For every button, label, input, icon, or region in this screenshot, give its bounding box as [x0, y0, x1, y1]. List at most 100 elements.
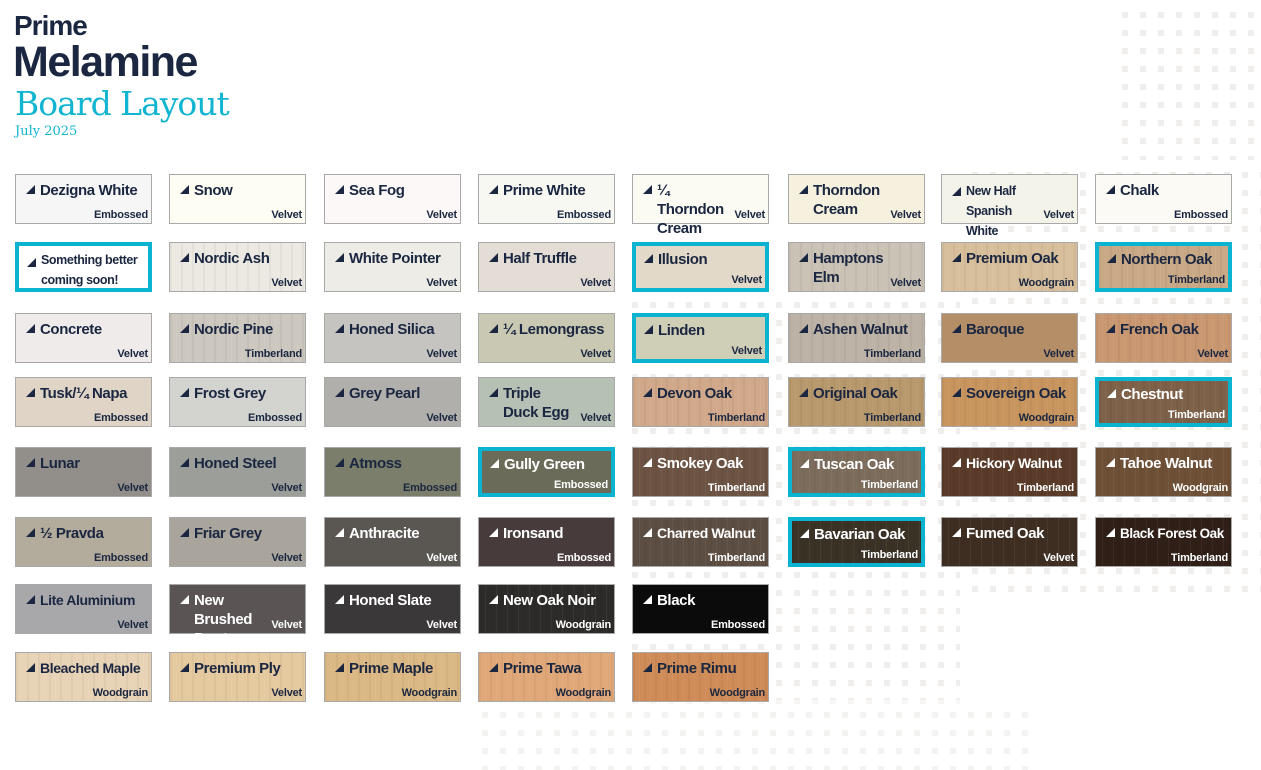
swatch-finish: Embossed — [553, 479, 608, 491]
swatch-card[interactable]: Hamptons Elm Velvet — [788, 242, 925, 292]
triangle-marker-icon — [952, 187, 961, 196]
texture-overlay — [325, 653, 460, 701]
swatch-finish: Velvet — [117, 482, 148, 494]
swatch-card[interactable]: Tuscan Oak Timberland — [788, 447, 925, 497]
swatch-card[interactable]: Gully Green Embossed — [478, 447, 615, 497]
swatch-card[interactable]: Anthracite Velvet — [324, 517, 461, 567]
triangle-marker-icon — [489, 185, 498, 194]
swatch-card[interactable]: ½ Pravda Embossed — [15, 517, 152, 567]
swatch-card[interactable]: Friar Grey Velvet — [169, 517, 306, 567]
swatch-card[interactable]: Nordic Ash Velvet — [169, 242, 306, 292]
swatch-card[interactable]: Atmoss Embossed — [324, 447, 461, 497]
swatch-card[interactable]: Half Truffle Velvet — [478, 242, 615, 292]
swatch-card[interactable]: White Pointer Velvet — [324, 242, 461, 292]
swatch-card[interactable]: Sovereign Oak Woodgrain — [941, 377, 1078, 427]
swatch-name: Linden — [658, 322, 705, 339]
swatch-card[interactable]: Northern Oak Timberland — [1095, 242, 1232, 292]
swatch-card[interactable]: Prime Maple Woodgrain — [324, 652, 461, 702]
swatch-card[interactable]: Chalk Embossed — [1095, 174, 1232, 224]
swatch-card[interactable]: Tahoe Walnut Woodgrain — [1095, 447, 1232, 497]
texture-overlay — [942, 243, 1077, 291]
swatch-name: ¼ Thorndon Cream — [657, 182, 724, 237]
swatch-name: Fumed Oak — [966, 525, 1045, 542]
swatch-name: Original Oak — [813, 385, 898, 402]
swatch-card[interactable]: Lunar Velvet — [15, 447, 152, 497]
texture-overlay — [1096, 518, 1231, 566]
swatch-card[interactable]: Premium Ply Velvet — [169, 652, 306, 702]
swatch-card[interactable]: Hickory Walnut Timberland — [941, 447, 1078, 497]
texture-overlay — [633, 653, 768, 701]
swatch-card[interactable]: Tusk/¼ Napa Embossed — [15, 377, 152, 427]
swatch-card[interactable]: Ironsand Embossed — [478, 517, 615, 567]
swatch-name: Gully Green — [504, 456, 585, 473]
swatch-card[interactable]: Sea Fog Velvet — [324, 174, 461, 224]
swatch-card[interactable]: Thorndon Cream Velvet — [788, 174, 925, 224]
swatch-card[interactable]: Triple Duck Egg Velvet — [478, 377, 615, 427]
swatch-card[interactable]: Original Oak Timberland — [788, 377, 925, 427]
swatch-card[interactable]: Frost Grey Embossed — [169, 377, 306, 427]
triangle-marker-icon — [180, 185, 189, 194]
swatch-name: New Brushed Pewter — [194, 592, 253, 647]
swatch-card[interactable]: ¼ Thorndon Cream Velvet — [632, 174, 769, 237]
swatch-card[interactable]: Concrete Velvet — [15, 313, 152, 363]
swatch-card[interactable]: Chestnut Timberland — [1095, 377, 1232, 427]
swatch-card[interactable]: Bavarian Oak Timberland — [788, 517, 925, 567]
triangle-marker-icon — [643, 528, 652, 537]
swatch-card[interactable]: Black Forest Oak Timberland — [1095, 517, 1232, 567]
swatch-card[interactable]: Black Embossed — [632, 584, 769, 634]
swatch-card[interactable]: New Oak Noir Woodgrain — [478, 584, 615, 634]
swatch-card[interactable]: Fumed Oak Velvet — [941, 517, 1078, 567]
swatch-card[interactable]: New Half Spanish White Velvet — [941, 174, 1078, 238]
swatch-card[interactable]: Prime White Embossed — [478, 174, 615, 224]
swatch-finish: Velvet — [1043, 209, 1074, 221]
swatch-card[interactable]: ¼ Lemongrass Velvet — [478, 313, 615, 363]
swatch-finish: Timberland — [707, 552, 765, 564]
swatch-finish: Timberland — [860, 549, 918, 561]
swatch-card[interactable]: Baroque Velvet — [941, 313, 1078, 363]
swatch-card[interactable]: Lite Aluminium Velvet — [15, 584, 152, 634]
swatch-name: Hickory Walnut — [966, 455, 1062, 471]
swatch-name: Chalk — [1120, 182, 1159, 199]
swatch-card[interactable]: Prime Tawa Woodgrain — [478, 652, 615, 702]
swatch-card[interactable]: Bleached Maple Woodgrain — [15, 652, 152, 702]
triangle-marker-icon — [800, 529, 809, 538]
swatch-card[interactable]: Ashen Walnut Timberland — [788, 313, 925, 363]
swatch-name: Bavarian Oak — [814, 526, 906, 543]
triangle-marker-icon — [799, 253, 808, 262]
swatch-finish: Velvet — [271, 552, 302, 564]
triangle-marker-icon — [489, 528, 498, 537]
swatch-name: Atmoss — [349, 455, 402, 472]
swatch-card[interactable]: Nordic Pine Timberland — [169, 313, 306, 363]
swatch-finish: Woodgrain — [1172, 482, 1229, 494]
decorative-dot-pattern — [470, 700, 1030, 770]
swatch-finish: Embossed — [93, 552, 148, 564]
triangle-marker-icon — [335, 663, 344, 672]
swatch-card[interactable]: Smokey Oak Timberland — [632, 447, 769, 497]
swatch-card[interactable]: Linden Velvet — [632, 313, 769, 363]
swatch-card[interactable]: Honed Steel Velvet — [169, 447, 306, 497]
swatch-card[interactable]: Honed Silica Velvet — [324, 313, 461, 363]
swatch-card[interactable]: Charred Walnut Timberland — [632, 517, 769, 567]
swatch-card[interactable]: Devon Oak Timberland — [632, 377, 769, 427]
swatch-finish: Velvet — [1043, 348, 1074, 360]
swatch-card[interactable]: Honed Slate Velvet — [324, 584, 461, 634]
swatch-finish: Woodgrain — [92, 687, 149, 699]
swatch-card[interactable]: French Oak Velvet — [1095, 313, 1232, 363]
swatch-card[interactable]: Prime Rimu Woodgrain — [632, 652, 769, 702]
swatch-card[interactable]: Grey Pearl Velvet — [324, 377, 461, 427]
swatch-finish: Velvet — [890, 277, 921, 289]
swatch-card[interactable]: Dezigna White Embossed — [15, 174, 152, 224]
swatch-card[interactable]: New Brushed Pewter Velvet — [169, 584, 306, 647]
triangle-marker-icon — [335, 458, 344, 467]
triangle-marker-icon — [489, 324, 498, 333]
decorative-dot-pattern — [1110, 0, 1261, 160]
swatch-card[interactable]: Illusion Velvet — [632, 242, 769, 292]
swatch-card[interactable]: Premium Oak Woodgrain — [941, 242, 1078, 292]
swatch-finish: Timberland — [863, 348, 921, 360]
triangle-marker-icon — [180, 253, 189, 262]
swatch-card[interactable]: Something better coming soon! — [15, 242, 152, 292]
triangle-marker-icon — [799, 388, 808, 397]
swatch-card[interactable]: Snow Velvet — [169, 174, 306, 224]
triangle-marker-icon — [799, 185, 808, 194]
swatch-name: Ashen Walnut — [813, 321, 908, 338]
